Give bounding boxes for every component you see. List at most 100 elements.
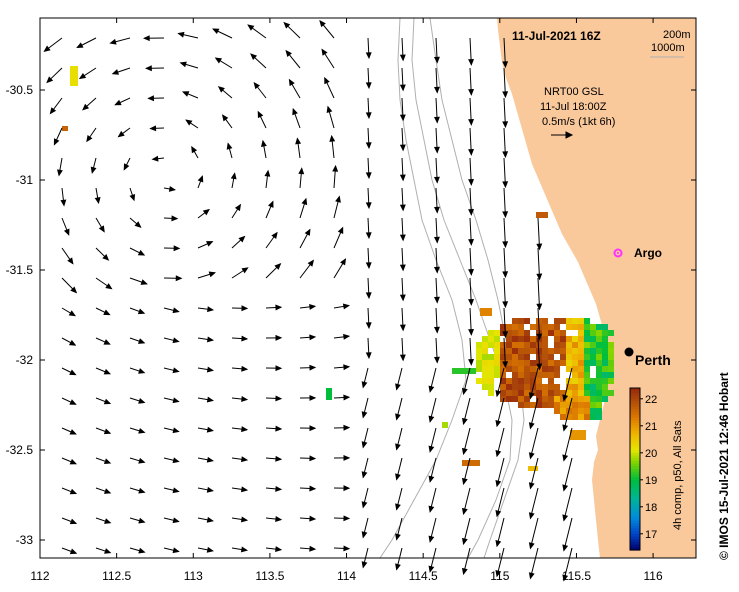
sst-cell — [536, 372, 542, 378]
sst-cell — [584, 372, 590, 378]
isobath-lines — [379, 17, 525, 559]
current-arrow-head — [241, 335, 249, 342]
current-arrow-head — [264, 169, 271, 177]
sst-cell — [602, 378, 608, 384]
sst-cell — [602, 336, 608, 342]
sst-cell — [596, 330, 602, 336]
current-arrow-head — [433, 236, 440, 244]
current-arrow-head — [309, 303, 317, 310]
sst-cell — [518, 318, 524, 324]
sst-cell — [482, 366, 488, 372]
sst-cell — [608, 330, 614, 336]
current-arrow — [563, 517, 573, 551]
current-arrow-head — [433, 86, 440, 94]
colorbar-segment — [630, 398, 640, 403]
sst-cell — [542, 318, 548, 324]
current-arrow-head — [288, 78, 295, 87]
colorbar-segment — [630, 404, 640, 408]
sst-cell — [530, 378, 536, 384]
colorbar-segment — [630, 469, 640, 473]
sst-cell — [524, 402, 530, 408]
current-arrow-head — [536, 243, 543, 251]
current-arrow-head — [495, 540, 502, 548]
colorbar-segment — [630, 442, 640, 446]
sst-cell — [608, 342, 614, 348]
sst-cell — [596, 384, 602, 390]
current-arrow-head — [468, 58, 475, 66]
current-arrow-head — [343, 485, 351, 492]
sst-cell — [494, 348, 500, 354]
current-arrow-head — [241, 426, 249, 433]
sst-cell — [602, 348, 608, 354]
sst-cell — [524, 336, 530, 342]
current-arrow-head — [138, 427, 146, 434]
sst-cell — [570, 430, 586, 440]
current-arrow-head — [142, 35, 150, 42]
sst-cell — [530, 402, 536, 408]
current-arrow-head — [326, 105, 333, 113]
current-arrow-head — [60, 199, 67, 207]
colorbar-segment — [630, 547, 640, 551]
current-arrow-head — [102, 254, 110, 261]
current-arrow-head — [298, 167, 305, 175]
current-arrow-head — [267, 200, 274, 208]
sst-cell — [482, 360, 488, 366]
current-arrow-head — [207, 306, 215, 313]
sst-cell — [602, 354, 608, 360]
current-arrow-head — [361, 381, 368, 389]
current-arrow-head — [185, 119, 193, 126]
current-arrow-head — [240, 486, 249, 493]
sst-cell — [572, 384, 578, 390]
current-arrow-head — [433, 266, 440, 274]
sst-cell — [566, 366, 572, 372]
current-arrow-head — [145, 65, 152, 72]
sst-colorbar: 22 21 20 19 18 17 — [629, 387, 657, 551]
sst-cell — [536, 390, 542, 396]
sst-cell — [512, 348, 518, 354]
current-arrow-head — [70, 286, 78, 294]
colorbar-segment — [630, 436, 640, 440]
sst-cell — [518, 402, 524, 408]
sst-cell — [488, 360, 494, 366]
colorbar-segment — [630, 393, 640, 397]
sst-cell — [578, 330, 584, 336]
sst-cell — [560, 408, 566, 414]
current-arrow-head — [182, 91, 190, 97]
sst-cell — [500, 348, 506, 354]
current-arrow-head — [395, 413, 401, 421]
current-arrow-head — [335, 195, 341, 203]
sst-cell — [506, 324, 512, 330]
sst-cell — [530, 390, 536, 396]
current-arrow-head — [109, 38, 117, 45]
current-arrow-head — [343, 424, 351, 431]
current-arrow-head — [114, 99, 122, 106]
current-arrow-head — [361, 471, 368, 479]
current-arrow-head — [428, 565, 435, 573]
sst-cell — [608, 354, 614, 360]
sst-cell — [596, 366, 602, 372]
colorbar-segment — [630, 425, 640, 430]
sst-cell — [542, 360, 548, 366]
current-arrow-head — [137, 249, 146, 256]
sst-cell — [590, 360, 596, 366]
sst-cell — [572, 324, 578, 330]
current-arrow-head — [86, 135, 93, 143]
current-arrow-head — [240, 516, 249, 523]
sst-cell — [500, 378, 506, 384]
current-arrow-head — [271, 231, 278, 239]
sst-cell — [70, 66, 78, 86]
sst-cell — [572, 318, 578, 324]
current-arrow-head — [103, 458, 112, 464]
current-arrow-head — [90, 166, 97, 174]
colorbar-label: 4h comp, p50, All Sats — [672, 420, 684, 530]
current-arrow-head — [365, 202, 372, 210]
current-arrow — [563, 457, 573, 491]
sst-cell — [566, 354, 572, 360]
sst-composite — [62, 66, 614, 471]
current-arrow-head — [103, 339, 111, 345]
current-arrow-head — [342, 303, 351, 310]
sst-cell — [584, 318, 590, 324]
current-arrow-head — [495, 450, 502, 458]
current-arrow-head — [69, 488, 78, 495]
current-arrow-head — [275, 425, 283, 432]
